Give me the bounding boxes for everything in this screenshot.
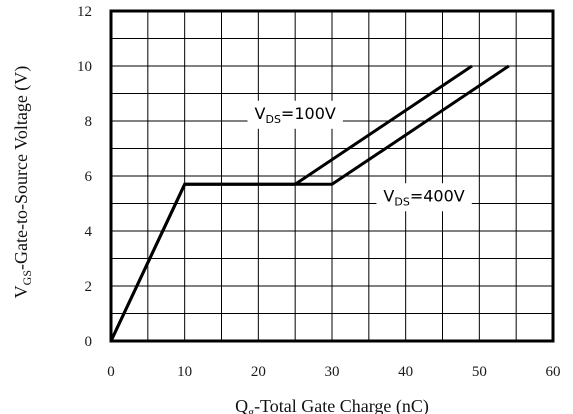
x-axis-title-main: Q bbox=[235, 396, 248, 414]
x-axis-title-rest: -Total Gate Charge (nC) bbox=[254, 396, 429, 414]
series-lines bbox=[109, 64, 510, 342]
annotations: VDS=100V VDS=400V bbox=[247, 100, 472, 212]
annotation-background bbox=[376, 183, 472, 212]
x-tick-label: 10 bbox=[177, 364, 192, 380]
x-tick-label: 30 bbox=[325, 364, 340, 380]
y-tick-label: 8 bbox=[85, 114, 93, 130]
annotation-2: VDS=400V bbox=[376, 183, 472, 212]
y-axis-title-sub: GS bbox=[20, 270, 34, 285]
annotation-label: VDS=100V bbox=[255, 104, 336, 126]
y-tick-label: 0 bbox=[85, 334, 93, 350]
y-tick-label: 6 bbox=[85, 169, 93, 185]
series-line-2 bbox=[109, 64, 510, 342]
annotation-background bbox=[247, 100, 343, 129]
x-tick-label: 0 bbox=[107, 364, 115, 380]
y-axis-title-rest: -Gate-to-Source Voltage (V) bbox=[11, 66, 32, 270]
tick-labels: 0 10 20 30 40 50 60 0 2 4 6 8 10 12 bbox=[77, 4, 561, 380]
y-tick-label: 4 bbox=[85, 224, 93, 240]
x-tick-label: 40 bbox=[398, 364, 413, 380]
plot-frame bbox=[109, 9, 555, 343]
y-tick-label: 10 bbox=[77, 59, 92, 75]
y-axis-title-main: V bbox=[11, 285, 31, 298]
x-tick-label: 50 bbox=[472, 364, 487, 380]
x-axis-title-sub: g bbox=[248, 405, 254, 414]
grid-lines bbox=[111, 11, 553, 341]
x-axis-title: Qg-Total Gate Charge (nC) bbox=[235, 396, 429, 414]
x-tick-label: 60 bbox=[546, 364, 561, 380]
y-tick-label: 2 bbox=[85, 279, 93, 295]
y-tick-label: 12 bbox=[77, 4, 92, 20]
annotation-label: VDS=400V bbox=[383, 186, 464, 208]
annotation-1: VDS=100V bbox=[247, 100, 343, 129]
x-tick-label: 20 bbox=[251, 364, 266, 380]
y-axis-title: VGS-Gate-to-Source Voltage (V) bbox=[11, 66, 34, 299]
